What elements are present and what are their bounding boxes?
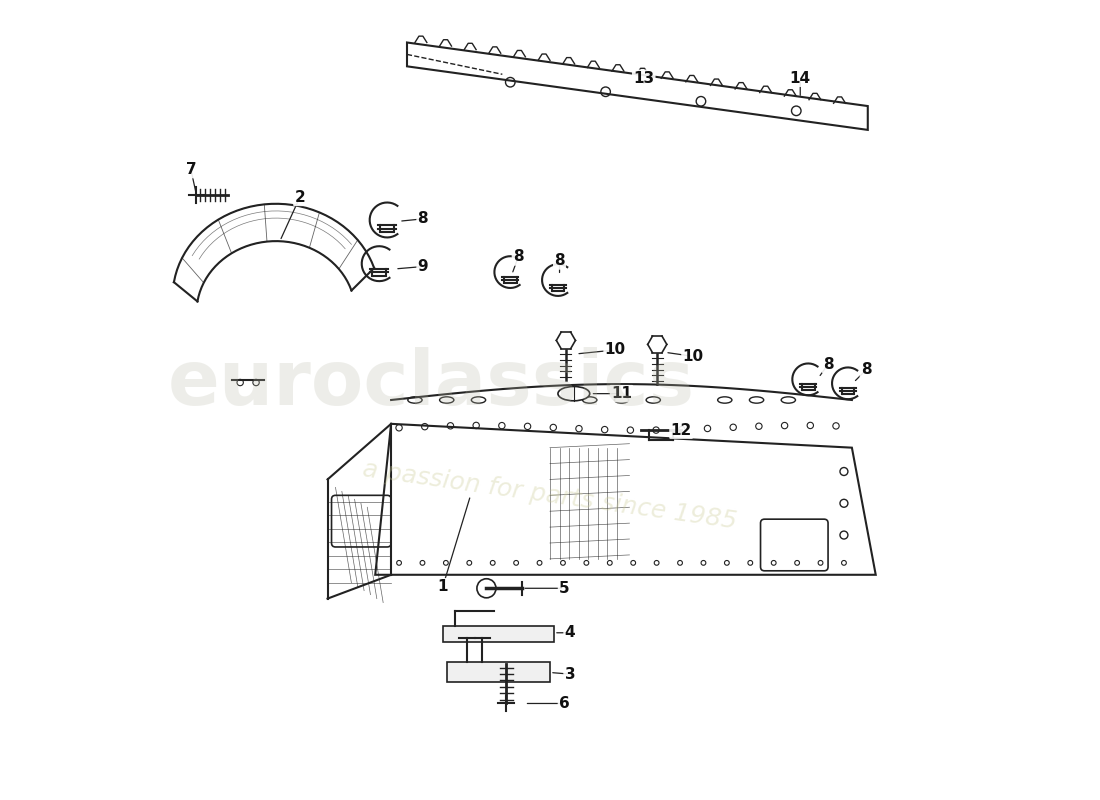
Text: 5: 5 [559, 581, 570, 596]
Text: 12: 12 [671, 422, 692, 438]
Text: 9: 9 [418, 259, 428, 274]
Text: 7: 7 [186, 162, 196, 177]
Text: 11: 11 [610, 386, 632, 401]
Text: 8: 8 [823, 357, 834, 372]
Text: 8: 8 [513, 250, 524, 265]
Text: 10: 10 [682, 349, 704, 364]
Text: 6: 6 [559, 696, 570, 711]
Text: 4: 4 [564, 626, 575, 640]
Text: 10: 10 [605, 342, 626, 358]
Text: 8: 8 [861, 362, 871, 378]
Text: 14: 14 [790, 70, 811, 86]
Text: a passion for parts since 1985: a passion for parts since 1985 [361, 457, 739, 534]
Text: 8: 8 [554, 254, 564, 269]
Ellipse shape [558, 386, 590, 401]
Text: euroclassics: euroclassics [167, 347, 694, 421]
Text: 8: 8 [418, 211, 428, 226]
Polygon shape [442, 626, 554, 642]
Text: 1: 1 [438, 579, 448, 594]
Text: 2: 2 [295, 190, 305, 205]
Text: 13: 13 [634, 70, 654, 86]
Text: 3: 3 [564, 666, 575, 682]
Polygon shape [447, 662, 550, 682]
